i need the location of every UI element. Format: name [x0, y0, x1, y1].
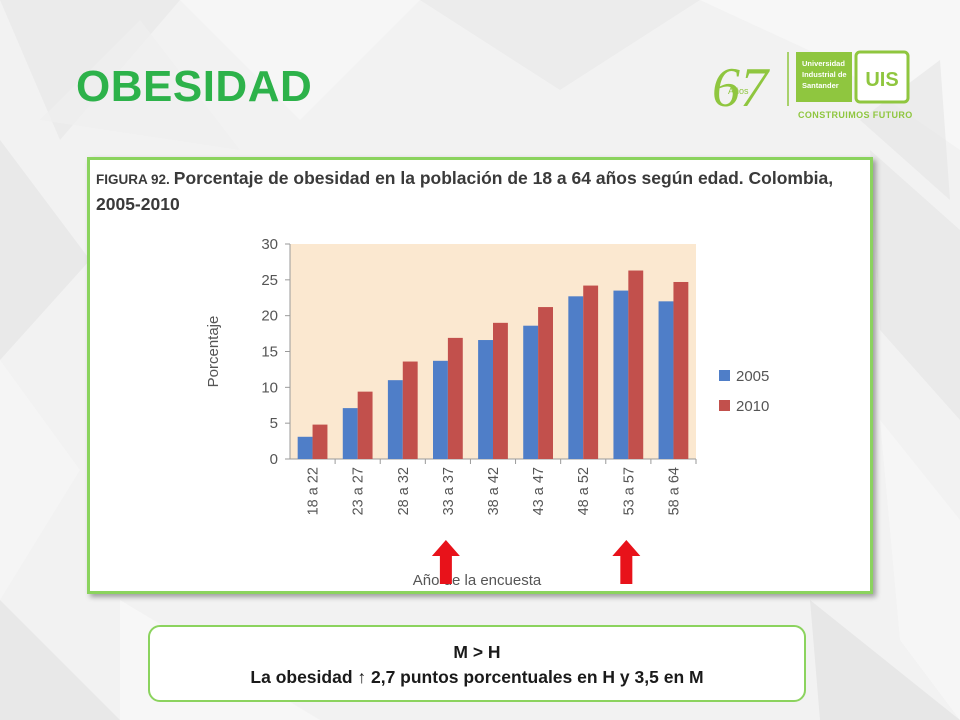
highlight-arrow-1 [612, 540, 641, 584]
bar-2005-0 [297, 436, 313, 459]
bar-2005-4 [478, 340, 493, 459]
bar-2010-2 [402, 361, 418, 459]
x-tick-label: 18 a 22 [306, 467, 322, 515]
bar-2010-5 [538, 307, 553, 459]
y-axis-label: Porcentaje [205, 316, 222, 388]
x-tick-label: 58 a 64 [666, 467, 682, 515]
university-line-3: Santander [802, 81, 839, 90]
y-tick-label: 0 [270, 451, 278, 468]
x-axis-label: Año de la encuesta [413, 572, 542, 589]
motto: CONSTRUIMOS FUTURO [798, 110, 913, 120]
y-tick-label: 25 [261, 272, 278, 289]
bar-2005-6 [568, 296, 584, 459]
bar-2010-8 [673, 281, 689, 459]
bar-2005-2 [387, 380, 403, 459]
bar-chart: 0 5 10 15 20 25 30 Porcentaje 18 a 22 23 a 27 28 a… [205, 236, 769, 589]
summary-line-2: La obesidad ↑ 2,7 puntos porcentuales en… [250, 667, 704, 687]
summary-line-1: M > H [453, 642, 501, 662]
bar-2010-7 [628, 270, 644, 459]
bar-2010-4 [493, 322, 508, 459]
bar-2005-3 [433, 360, 448, 459]
bar-2005-5 [523, 325, 539, 459]
figure-frame: FIGURA 92. Porcentaje de obesidad en la p… [87, 157, 873, 594]
bar-2005-1 [342, 408, 358, 459]
figure-caption: FIGURA 92. Porcentaje de obesidad en la p… [96, 166, 866, 216]
y-tick-label: 30 [261, 236, 278, 253]
x-tick-label: 33 a 37 [441, 467, 457, 515]
x-tick-label: 23 a 27 [351, 467, 367, 515]
bar-2010-6 [583, 285, 599, 459]
anniversary-number: 67 [712, 57, 770, 119]
bar-2010-1 [357, 391, 373, 459]
legend-label-2010: 2010 [736, 398, 769, 415]
slide-title: OBESIDAD [76, 62, 313, 111]
y-tick-label: 10 [261, 379, 278, 396]
figure-title: Porcentaje de obesidad en la población d… [96, 168, 834, 214]
figure-label: FIGURA 92. [96, 172, 170, 187]
y-tick-label: 15 [261, 344, 278, 361]
anniversary-word: Años [728, 86, 749, 96]
bar-2005-8 [658, 301, 674, 459]
university-line-1: Universidad [802, 59, 845, 68]
y-tick-label: 5 [270, 415, 278, 432]
bar-2010-3 [447, 337, 463, 459]
university-logo: 67 Años Universidad Industrial de Santan… [712, 50, 913, 120]
university-line-2: Industrial de [802, 70, 847, 79]
x-tick-label: 48 a 52 [576, 467, 592, 515]
legend-swatch-2005 [719, 370, 730, 381]
bar-2005-7 [613, 290, 629, 459]
legend-swatch-2010 [719, 400, 730, 411]
summary-box: M > H La obesidad ↑ 2,7 puntos porcentua… [148, 625, 806, 702]
x-tick-label: 28 a 32 [396, 467, 412, 515]
bar-2010-0 [312, 424, 328, 459]
highlight-arrow-0 [431, 540, 460, 584]
x-tick-label: 38 a 42 [486, 467, 502, 515]
uis-monogram: UIS [865, 69, 898, 91]
y-tick-label: 20 [261, 308, 278, 325]
legend-label-2005: 2005 [736, 368, 769, 385]
x-tick-label: 53 a 57 [621, 467, 637, 515]
x-tick-label: 43 a 47 [531, 467, 547, 515]
